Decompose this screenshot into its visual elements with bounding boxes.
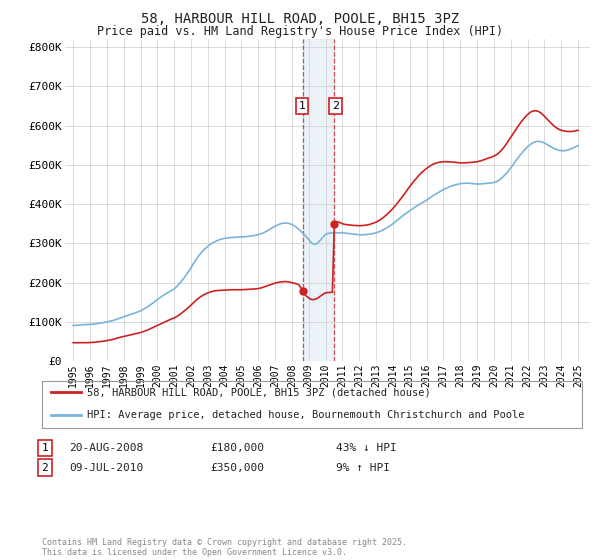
Text: Contains HM Land Registry data © Crown copyright and database right 2025.
This d: Contains HM Land Registry data © Crown c… [42,538,407,557]
Text: 09-JUL-2010: 09-JUL-2010 [69,463,143,473]
Text: HPI: Average price, detached house, Bournemouth Christchurch and Poole: HPI: Average price, detached house, Bour… [87,410,524,419]
Text: £350,000: £350,000 [210,463,264,473]
Text: 1: 1 [298,101,305,111]
Text: £180,000: £180,000 [210,443,264,453]
Text: 1: 1 [41,443,49,453]
Text: 20-AUG-2008: 20-AUG-2008 [69,443,143,453]
Text: 58, HARBOUR HILL ROAD, POOLE, BH15 3PZ (detached house): 58, HARBOUR HILL ROAD, POOLE, BH15 3PZ (… [87,388,431,397]
Bar [303,39,334,361]
Text: Price paid vs. HM Land Registry's House Price Index (HPI): Price paid vs. HM Land Registry's House … [97,25,503,38]
Text: 58, HARBOUR HILL ROAD, POOLE, BH15 3PZ: 58, HARBOUR HILL ROAD, POOLE, BH15 3PZ [141,12,459,26]
Text: 2: 2 [41,463,49,473]
Text: 9% ↑ HPI: 9% ↑ HPI [336,463,390,473]
Text: 43% ↓ HPI: 43% ↓ HPI [336,443,397,453]
Text: 2: 2 [332,101,339,111]
